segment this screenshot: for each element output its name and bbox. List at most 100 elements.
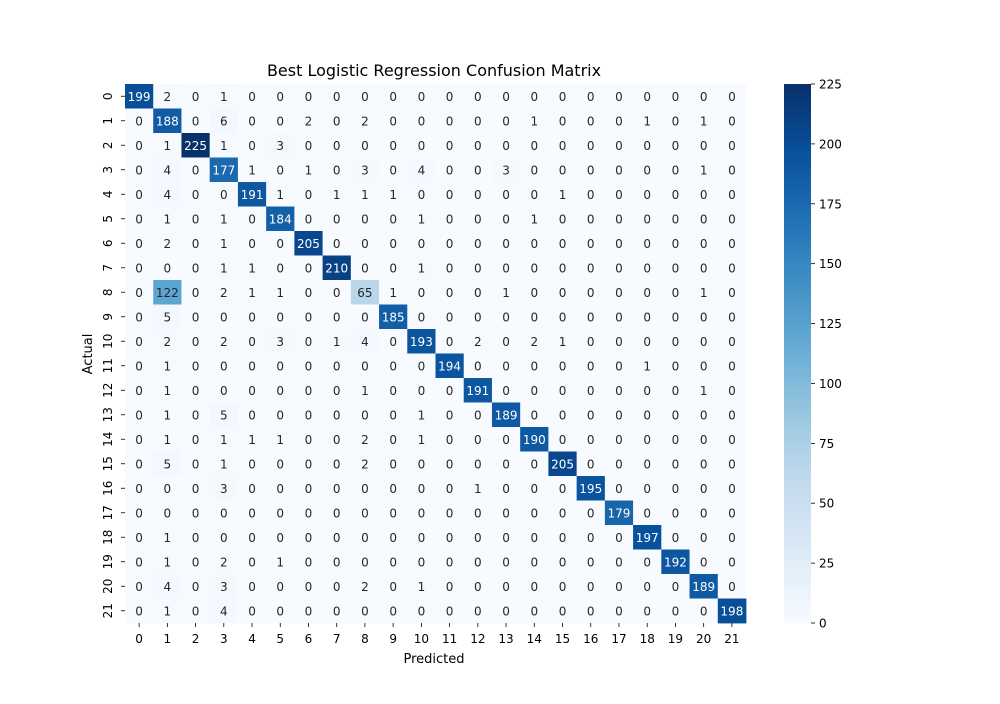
colorbar-segment bbox=[784, 474, 811, 480]
heatmap-cell bbox=[153, 304, 182, 330]
heatmap-cell bbox=[294, 108, 323, 134]
heatmap-cell-value: 0 bbox=[587, 114, 595, 128]
y-tick-label: 10 bbox=[101, 334, 115, 349]
heatmap-cell bbox=[153, 280, 182, 305]
heatmap-cell-value: 2 bbox=[220, 286, 228, 300]
heatmap-cell-value: 0 bbox=[333, 212, 341, 226]
heatmap-cell-value: 0 bbox=[276, 457, 284, 471]
heatmap-cell-value: 1 bbox=[418, 261, 426, 275]
heatmap-cell-value: 0 bbox=[530, 139, 538, 153]
heatmap-cell bbox=[237, 476, 267, 501]
heatmap-cell bbox=[435, 108, 465, 134]
heatmap-cell bbox=[435, 427, 465, 452]
heatmap-cell-value: 1 bbox=[643, 359, 651, 373]
heatmap-cell bbox=[407, 133, 436, 158]
colorbar-segment bbox=[784, 393, 811, 400]
heatmap-cell bbox=[520, 525, 549, 550]
heatmap-cell-value: 0 bbox=[615, 212, 623, 226]
heatmap-cell-value: 0 bbox=[672, 114, 680, 128]
heatmap-cell bbox=[520, 206, 549, 232]
heatmap-cell bbox=[435, 525, 465, 550]
colorbar-tick-label: 125 bbox=[819, 317, 842, 331]
heatmap-cell-value: 0 bbox=[587, 335, 595, 349]
heatmap-cell bbox=[181, 182, 211, 207]
heatmap-cell-value: 1 bbox=[164, 433, 172, 447]
heatmap-cell-value: 0 bbox=[474, 506, 482, 520]
heatmap-cell bbox=[294, 182, 323, 207]
colorbar-segment bbox=[784, 295, 811, 301]
heatmap-cell bbox=[209, 353, 239, 379]
heatmap-cell-value: 0 bbox=[700, 457, 708, 471]
heatmap-cell bbox=[717, 378, 747, 403]
heatmap-cell bbox=[237, 378, 267, 403]
heatmap-cell-value: 0 bbox=[559, 261, 567, 275]
heatmap-cell-value: 0 bbox=[672, 580, 680, 594]
heatmap-cell-value: 0 bbox=[361, 139, 369, 153]
y-tick-label: 18 bbox=[101, 530, 115, 545]
heatmap-cell bbox=[520, 500, 549, 526]
colorbar-segment bbox=[784, 299, 811, 305]
heatmap-cell-value: 0 bbox=[700, 531, 708, 545]
heatmap-cell-value: 191 bbox=[241, 188, 264, 202]
heatmap-cell-value: 0 bbox=[559, 408, 567, 422]
heatmap-cell bbox=[125, 378, 154, 403]
heatmap-cell bbox=[717, 304, 747, 330]
heatmap-cell bbox=[717, 476, 747, 501]
heatmap-cell-value: 0 bbox=[248, 555, 256, 569]
heatmap-cell bbox=[661, 353, 690, 379]
colorbar-segment bbox=[784, 322, 811, 328]
heatmap-cell bbox=[350, 329, 380, 354]
heatmap-cell-value: 1 bbox=[164, 604, 172, 618]
heatmap-cell bbox=[520, 255, 549, 281]
heatmap-cell bbox=[548, 378, 578, 403]
heatmap-cell-value: 0 bbox=[728, 139, 736, 153]
heatmap-cell bbox=[717, 108, 747, 134]
heatmap-cell bbox=[491, 231, 521, 256]
heatmap-cell bbox=[633, 231, 662, 256]
colorbar-segment bbox=[784, 596, 811, 602]
heatmap-cell-value: 0 bbox=[502, 359, 510, 373]
heatmap-cell-value: 0 bbox=[728, 384, 736, 398]
heatmap-cell bbox=[237, 280, 267, 305]
heatmap-cell bbox=[661, 280, 690, 305]
heatmap-cell bbox=[463, 329, 493, 354]
heatmap-cell-value: 0 bbox=[446, 384, 454, 398]
heatmap-cell-value: 0 bbox=[389, 384, 397, 398]
heatmap-cell bbox=[125, 304, 154, 330]
heatmap-cell bbox=[237, 304, 267, 330]
heatmap-cell bbox=[266, 451, 295, 477]
colorbar-segment bbox=[784, 357, 811, 364]
heatmap-cell-value: 0 bbox=[248, 237, 256, 251]
colorbar-segment bbox=[784, 254, 811, 260]
heatmap-cell-value: 0 bbox=[530, 408, 538, 422]
heatmap-cell bbox=[463, 427, 493, 452]
heatmap-cell bbox=[604, 84, 634, 109]
heatmap-cell bbox=[491, 476, 521, 501]
heatmap-cell bbox=[463, 378, 493, 403]
colorbar-segment bbox=[784, 227, 811, 233]
y-tick-label: 19 bbox=[101, 554, 115, 569]
heatmap-cell-value: 1 bbox=[559, 335, 567, 349]
heatmap-cell bbox=[294, 378, 323, 403]
heatmap-cell-value: 0 bbox=[305, 90, 313, 104]
heatmap-cell-value: 1 bbox=[276, 286, 284, 300]
colorbar-segment bbox=[784, 605, 811, 611]
heatmap-cell bbox=[576, 157, 606, 183]
heatmap-cell bbox=[209, 255, 239, 281]
colorbar-segment bbox=[784, 151, 811, 157]
colorbar-segment bbox=[784, 250, 811, 256]
heatmap-cell-value: 0 bbox=[333, 286, 341, 300]
colorbar-segment bbox=[784, 191, 811, 197]
heatmap-cell-value: 0 bbox=[389, 335, 397, 349]
heatmap-cell-value: 0 bbox=[643, 188, 651, 202]
heatmap-cell-value: 0 bbox=[305, 310, 313, 324]
heatmap-cell-value: 0 bbox=[728, 261, 736, 275]
heatmap-cell bbox=[209, 574, 239, 599]
heatmap-cell bbox=[604, 329, 634, 354]
heatmap-cell bbox=[717, 427, 747, 452]
heatmap-cell bbox=[322, 574, 352, 599]
heatmap-cell-value: 0 bbox=[418, 310, 426, 324]
heatmap-cell-value: 0 bbox=[643, 212, 651, 226]
y-tick-label: 11 bbox=[101, 358, 115, 373]
heatmap-cell-value: 0 bbox=[361, 359, 369, 373]
